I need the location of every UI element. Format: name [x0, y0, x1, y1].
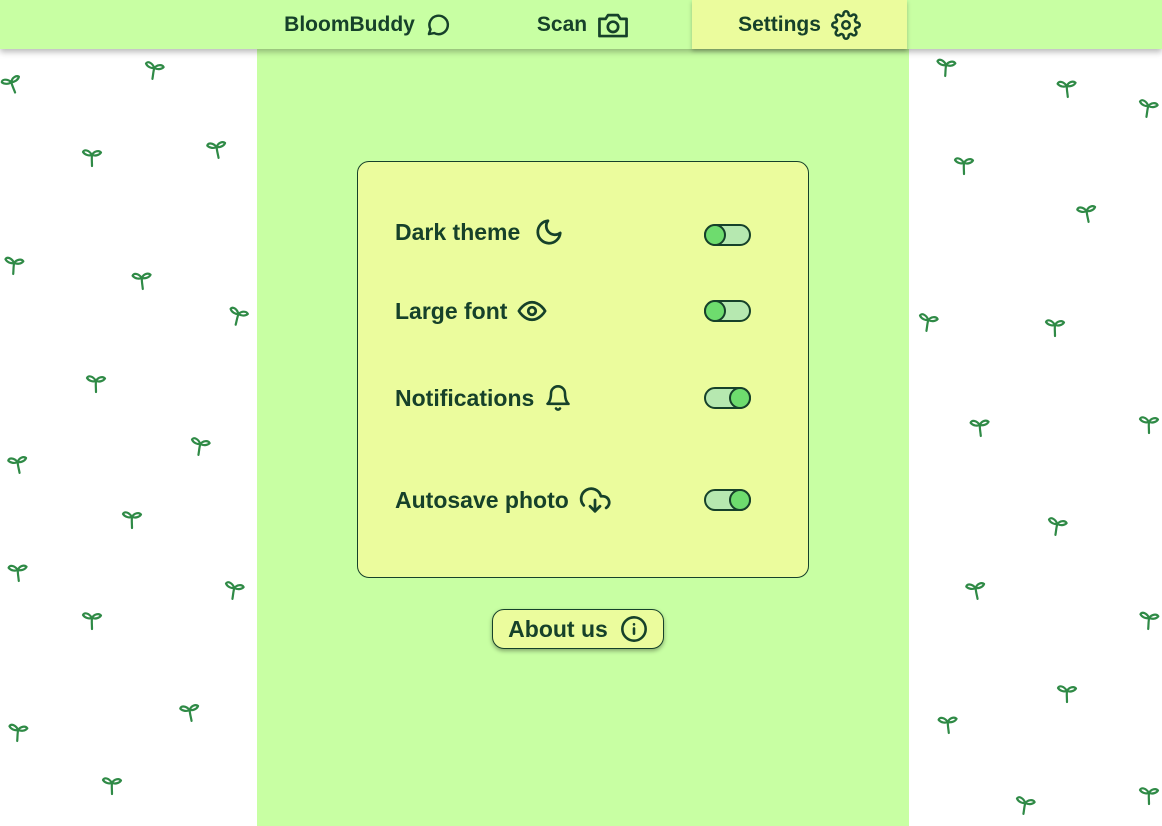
sprout-icon: [4, 256, 25, 276]
about-us-button[interactable]: About us: [492, 609, 664, 649]
sprout-icon: [101, 777, 123, 796]
dark-theme-toggle[interactable]: [703, 223, 751, 246]
setting-label: Large font: [395, 297, 508, 324]
sprout-icon: [81, 149, 103, 168]
sprout-icon: [190, 437, 211, 456]
large-font-toggle[interactable]: [703, 299, 751, 322]
info-icon: [620, 616, 647, 642]
sprout-icon: [81, 612, 103, 631]
settings-card: Dark theme Large font Notifications Auto…: [357, 161, 809, 578]
sprout-icon: [85, 375, 107, 394]
setting-row-autosave-photo: Autosave photo: [395, 485, 611, 515]
sprout-icon: [0, 75, 21, 94]
nav-settings-label: Settings: [738, 12, 821, 36]
sprout-icon: [969, 419, 990, 438]
sprout-icon: [224, 581, 245, 600]
toggle-knob: [703, 299, 726, 322]
toggle-knob: [729, 386, 752, 409]
toggle-knob: [703, 223, 726, 246]
sprout-icon: [1056, 685, 1078, 704]
toggle-knob: [729, 488, 752, 511]
gear-icon: [830, 9, 861, 40]
sprout-icon: [206, 141, 227, 159]
sprout-icon: [1056, 80, 1077, 99]
setting-label: Dark theme: [395, 218, 521, 245]
autosave-photo-toggle[interactable]: [704, 488, 752, 511]
about-us-label: About us: [508, 615, 608, 642]
cloud-download-icon: [579, 487, 611, 513]
moon-icon: [536, 219, 562, 245]
sprout-icon: [1076, 205, 1097, 223]
sprout-icon: [1138, 99, 1159, 118]
nav-tab-scan[interactable]: Scan: [528, 0, 638, 49]
setting-row-dark-theme: Dark theme: [395, 217, 564, 247]
nav-brand-label: BloomBuddy: [284, 12, 415, 36]
sprout-icon: [953, 157, 975, 176]
sprout-icon: [1139, 611, 1160, 631]
sprout-icon: [179, 704, 200, 722]
top-navigation-bar: BloomBuddy Scan Settings: [0, 0, 1162, 49]
sprout-icon: [1138, 416, 1160, 435]
sprout-icon: [1015, 796, 1036, 815]
setting-row-notifications: Notifications: [395, 383, 572, 413]
sprout-icon: [7, 456, 28, 474]
sprout-icon: [7, 564, 28, 583]
sprout-icon: [8, 723, 29, 743]
setting-label: Notifications: [395, 384, 535, 411]
nav-tab-bloombuddy[interactable]: BloomBuddy: [278, 0, 458, 49]
sprout-icon: [144, 61, 165, 80]
camera-icon: [598, 13, 628, 37]
setting-label: Autosave photo: [395, 486, 569, 513]
bell-icon: [546, 385, 571, 411]
nav-tab-settings[interactable]: Settings: [692, 0, 907, 49]
sprout-icon: [936, 58, 957, 78]
notifications-toggle[interactable]: [704, 386, 752, 409]
message-circle-icon: [427, 14, 449, 36]
sprout-icon: [229, 306, 249, 326]
sprout-icon: [937, 716, 958, 735]
nav-scan-label: Scan: [536, 12, 588, 36]
sprout-icon: [121, 511, 143, 530]
sprout-icon: [1047, 517, 1068, 536]
sprout-icon: [918, 313, 939, 332]
setting-row-large-font: Large font: [395, 296, 547, 326]
sprout-icon: [1138, 787, 1160, 806]
eye-icon: [517, 300, 547, 322]
sprout-icon: [131, 272, 152, 291]
sprout-icon: [1044, 319, 1066, 338]
sprout-icon: [965, 582, 986, 600]
